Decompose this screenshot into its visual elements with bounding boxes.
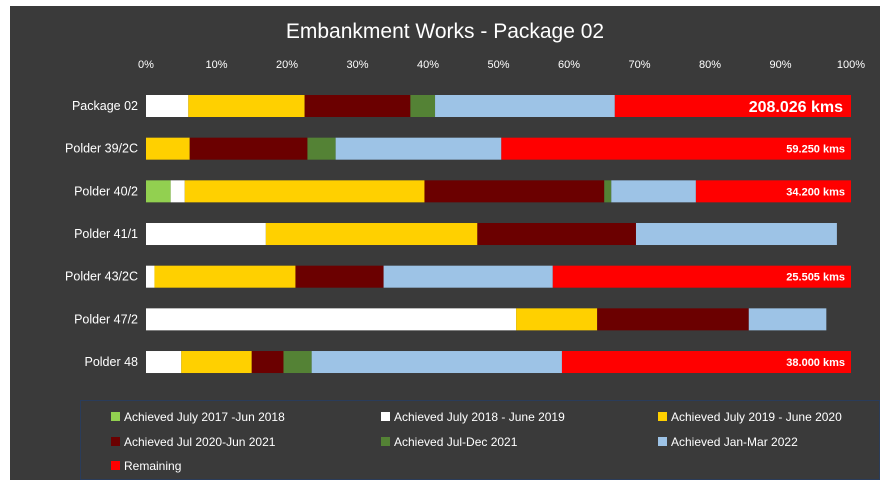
legend-item: Achieved Jan-Mar 2022 [658,434,798,450]
x-tick-label: 100% [837,59,865,71]
bar-segment [561,351,851,374]
x-tick-label: 90% [769,59,791,71]
bar-segment [611,180,696,203]
bar-data-label: 38.000 kms [786,357,845,369]
y-category-label: Package 02 [72,99,138,113]
legend-item: Achieved Jul-Dec 2021 [381,434,517,450]
bar-segment [146,95,189,117]
bar-segment [477,223,636,246]
x-tick-label: 10% [205,59,227,71]
legend-swatch [111,437,120,447]
bar-segment [501,137,851,160]
legend-label: Achieved Jul 2020-Jun 2021 [124,434,276,449]
bar-segment [146,180,171,203]
bar-segment [154,265,296,288]
legend-swatch [658,437,667,447]
y-category-label: Polder 43/2C [65,270,138,284]
bar-segment [170,180,185,203]
bar-segment [189,137,308,160]
bar-data-label: 59.250 kms [786,144,845,156]
bar-segment [552,265,851,288]
y-category-label: Polder 40/2 [74,184,138,198]
x-tick-label: 60% [558,59,580,71]
bar-data-label: 25.505 kms [786,272,845,284]
x-tick-label: 50% [487,59,509,71]
legend-label: Achieved Jan-Mar 2022 [671,434,798,449]
bar-segment [295,265,384,288]
legend-label: Achieved July 2018 - June 2019 [394,409,565,424]
y-category-label: Polder 41/1 [74,227,138,241]
bar-segment [146,265,155,288]
legend-swatch [381,437,390,447]
bar-segment [695,180,851,203]
y-category-label: Polder 47/2 [74,312,138,326]
x-tick-label: 20% [276,59,298,71]
x-tick-label: 40% [417,59,439,71]
y-category-label: Polder 39/2C [65,142,138,156]
bar-segment [410,95,436,117]
plot-area: 0% 10% 20% 30% 40% 50% 60% 70% 80% 90% 100% Package… [65,59,865,374]
bar-segment [146,137,190,160]
y-category-label: Polder 48 [84,355,138,369]
legend-item: Achieved July 2018 - June 2019 [381,409,565,425]
legend-label: Remaining [124,458,182,473]
bar-segment [188,95,305,117]
bar-segment [335,137,502,160]
legend-label: Achieved July 2019 - June 2020 [671,409,842,424]
legend-item: Achieved July 2019 - June 2020 [658,409,842,425]
bar-data-label: 34.200 kms [786,186,845,198]
bar-segment [748,308,827,331]
bar-segment [424,180,605,203]
bar-segment [146,223,266,246]
bar-segment [251,351,284,374]
x-tick-label: 70% [628,59,650,71]
bar-segment [435,95,615,117]
bar-segment [265,223,478,246]
legend-item: Achieved Jul 2020-Jun 2021 [111,434,275,450]
bar-segment [304,95,411,117]
x-tick-label: 0% [138,59,154,71]
bar-segment [146,351,182,374]
bar-segment [604,180,612,203]
bar-segment [635,223,837,246]
bar-segment [146,308,517,331]
chart-title: Embankment Works - Package 02 [285,20,605,43]
bar-segment [307,137,336,160]
legend-item: Remaining [111,458,181,474]
bar-segment [311,351,562,374]
legend-swatch [111,461,120,471]
x-tick-label: 30% [346,59,368,71]
bar-segment [597,308,749,331]
x-tick-label: 80% [699,59,721,71]
legend-swatch [381,412,390,422]
bar-segment [614,95,851,117]
bar-segment [283,351,312,374]
legend-label: Achieved Jul-Dec 2021 [394,434,518,449]
legend-swatch [111,412,120,422]
legend-label: Achieved July 2017 -Jun 2018 [124,409,285,424]
legend-swatch [658,412,667,422]
legend: Achieved July 2017 -Jun 2018 Achieved Jul… [80,400,880,480]
bar-segment [184,180,425,203]
legend-item: Achieved July 2017 -Jun 2018 [111,409,285,425]
bar-segment [516,308,598,331]
bar-segment [383,265,553,288]
bar-segment [181,351,252,374]
bar-data-label: 208.026 kms [749,99,843,116]
chart-frame: Embankment Works - Package 02 0% 10% 20% 30… [10,6,880,480]
